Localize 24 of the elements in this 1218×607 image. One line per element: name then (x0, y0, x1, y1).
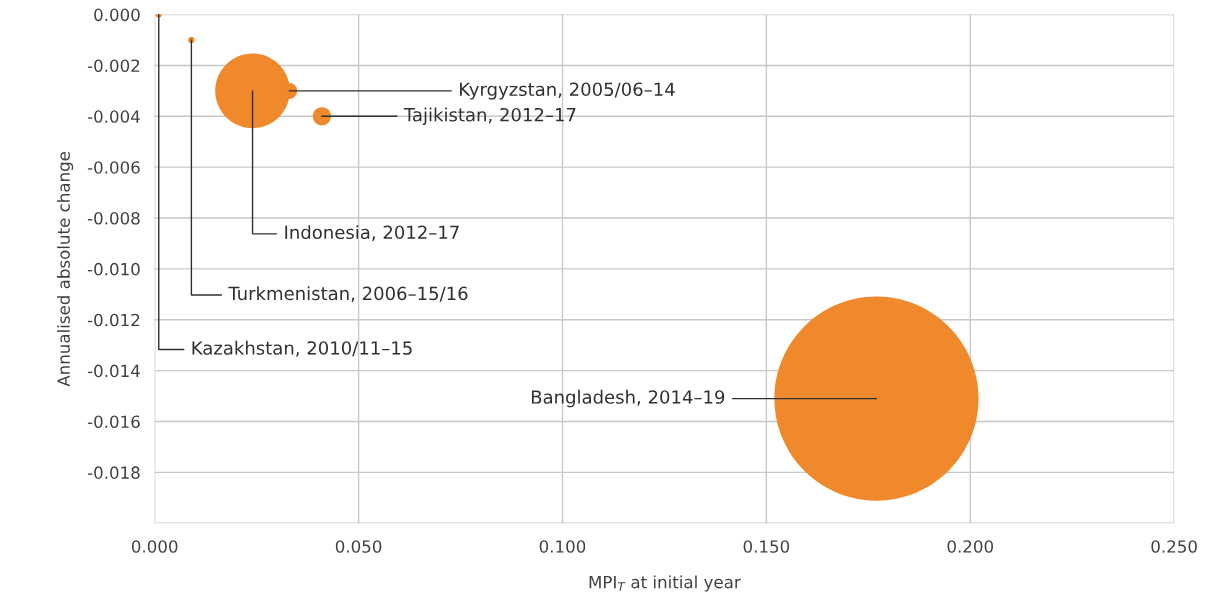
annotation: Kyrgyzstan, 2005/06–14 (460, 82, 675, 100)
y-tick-label: -0.002 (87, 59, 140, 72)
y-tick-label: -0.012 (87, 313, 140, 327)
x-tick-label: 0.200 (947, 540, 994, 553)
x-tick-label: 0.050 (335, 540, 382, 553)
y-tick-label: -0.018 (87, 466, 140, 479)
x-tick-label: 0.100 (539, 540, 586, 553)
y-tick-label: -0.010 (87, 262, 140, 276)
y-tick-label: -0.004 (87, 110, 140, 123)
y-tick-label: -0.016 (87, 415, 140, 429)
annotation: Bangladesh, 2014–19 (531, 389, 725, 408)
annotation: Turkmenistan, 2006–15/16 (228, 286, 468, 303)
annotation: Tajikistan, 2012–17 (403, 107, 576, 126)
y-axis-title: Annualised absolute change (57, 151, 74, 387)
x-tick-label: 0.150 (743, 540, 790, 553)
y-tick-label: 0.000 (94, 8, 140, 22)
annotation: Indonesia, 2012–17 (285, 225, 459, 241)
x-tick-label: 0.250 (1151, 540, 1197, 553)
y-tick-label: -0.006 (87, 161, 140, 174)
y-tick-label: -0.014 (87, 364, 140, 378)
x-tick-label: 0.000 (131, 540, 178, 553)
x-axis-title: MPI$_{T}$ at initial year (589, 575, 741, 592)
annotation: Kazakhstan, 2010/11–15 (192, 340, 412, 357)
y-tick-label: -0.008 (87, 212, 140, 225)
